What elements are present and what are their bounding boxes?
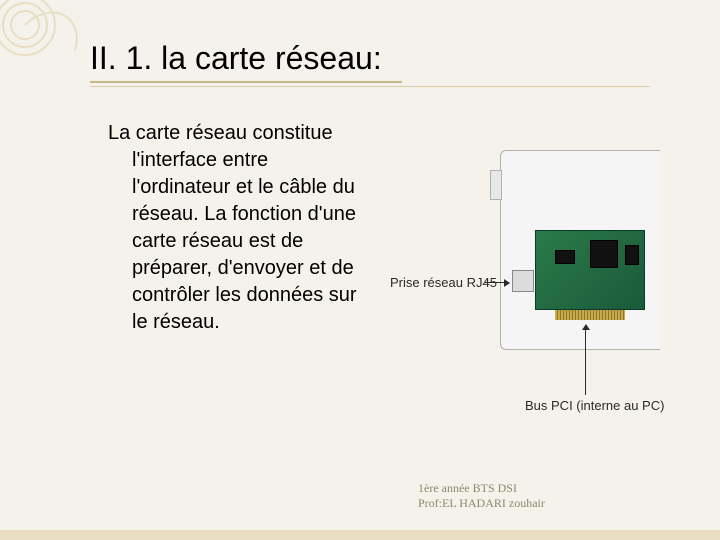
arrow-bus	[585, 325, 586, 395]
lead-bold: La carte réseau	[108, 122, 247, 144]
label-bus: Bus PCI (interne au PC)	[525, 398, 664, 413]
bottom-accent-band	[0, 530, 720, 540]
chip-small-2	[625, 245, 639, 265]
paragraph-rest: l'interface entre l'ordinateur et le câb…	[132, 147, 363, 336]
footer-line1: 1ère année BTS DSI	[418, 481, 545, 497]
body-paragraph: La carte réseau constitue l'interface en…	[108, 120, 363, 336]
chip-main	[590, 240, 618, 268]
footer-line2: Prof:EL HADARI zouhair	[418, 496, 545, 512]
chip-small-1	[555, 250, 575, 264]
lead-rest: constitue	[247, 122, 333, 144]
pci-gold-contacts	[555, 310, 625, 320]
rj45-port	[512, 270, 534, 292]
label-rj45: Prise réseau RJ45	[390, 275, 497, 290]
arrow-rj45	[485, 282, 509, 283]
slide-title: II. 1. la carte réseau:	[90, 40, 402, 83]
bracket-notch	[490, 170, 502, 200]
network-card-figure: Prise réseau RJ45 Bus PCI (interne au PC…	[380, 120, 680, 420]
title-underline	[90, 86, 650, 87]
footer-credits: 1ère année BTS DSI Prof:EL HADARI zouhai…	[418, 481, 545, 512]
